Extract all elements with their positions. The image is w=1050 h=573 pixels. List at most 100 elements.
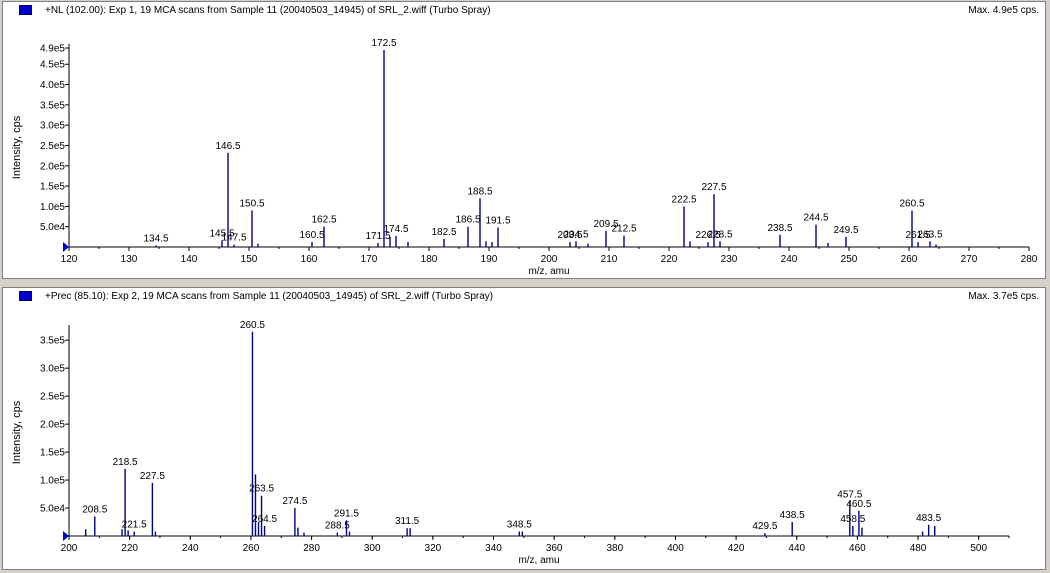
peak-label: 228.5	[707, 229, 732, 240]
peak-label: 291.5	[334, 508, 359, 519]
x-tick-label: 210	[601, 254, 618, 265]
peak-label: 227.5	[701, 182, 726, 193]
peak-label: 438.5	[780, 510, 805, 521]
x-tick-label: 260	[901, 254, 918, 265]
peak-label: 260.5	[899, 198, 924, 209]
y-tick-label: 1.0e5	[40, 202, 65, 213]
x-tick-label: 420	[728, 543, 745, 554]
x-tick-label: 130	[121, 254, 138, 265]
peak-label: 212.5	[611, 224, 636, 235]
peak-label: 182.5	[431, 227, 456, 238]
peak-label: 226.5	[695, 230, 720, 241]
spectrum-plot-1[interactable]: 120 130 140 150 160 170 180 190 200 210 220 230 240 2…	[3, 2, 1045, 278]
x-tick-label: 160	[301, 254, 318, 265]
x-tick-label: 140	[181, 254, 198, 265]
peak-label: 249.5	[833, 225, 858, 236]
x-tick-label: 400	[667, 543, 684, 554]
y-axis-label: Intensity, cps	[11, 400, 23, 464]
peak-label: 222.5	[671, 194, 696, 205]
spectrum-panel-1[interactable]: +NL (102.00): Exp 1, 19 MCA scans from S…	[2, 1, 1046, 279]
peak-label: 311.5	[395, 516, 420, 527]
spectrum-plot-2[interactable]: 200 220 240 260 280 300 320 340 360 380 400 420 440 4…	[3, 288, 1045, 569]
x-tick-label: 200	[541, 254, 558, 265]
peak-label: 457.5	[837, 489, 862, 500]
peak-label: 260.5	[240, 320, 265, 331]
peak-label: 274.5	[282, 496, 307, 507]
peak-label: 172.5	[371, 38, 396, 49]
x-tick-label: 260	[243, 543, 260, 554]
peak-label: 145.5	[209, 229, 234, 240]
x-tick-label: 230	[721, 254, 738, 265]
x-tick-label: 180	[421, 254, 438, 265]
x-tick-label: 320	[425, 543, 442, 554]
peak-label: 171.5	[365, 231, 390, 242]
peak-label: 186.5	[455, 215, 480, 226]
peak-label: 244.5	[803, 213, 828, 224]
y-tick-label: 4.0e5	[40, 80, 65, 91]
x-tick-label: 480	[910, 543, 927, 554]
x-tick-label: 340	[485, 543, 502, 554]
peak-label: 203.5	[557, 230, 582, 241]
x-tick-label: 150	[241, 254, 258, 265]
peak-label: 150.5	[239, 198, 264, 209]
max-intensity-label: Max. 3.7e5 cps.	[968, 291, 1039, 302]
x-tick-label: 280	[303, 543, 320, 554]
y-tick-label: 2.0e5	[40, 161, 65, 172]
x-tick-label: 200	[61, 543, 78, 554]
peak-label: 238.5	[767, 223, 792, 234]
y-tick-label: 4.5e5	[40, 60, 65, 71]
y-tick-label: 2.0e5	[40, 420, 65, 431]
x-tick-label: 220	[661, 254, 678, 265]
peak-label: 263.5	[917, 229, 942, 240]
peak-label: 483.5	[916, 513, 941, 524]
y-tick-label: 2.5e5	[40, 141, 65, 152]
spectrum-panel-2[interactable]: +Prec (85.10): Exp 2, 19 MCA scans from …	[2, 287, 1046, 570]
peak-label: 209.5	[593, 219, 618, 230]
x-axis-label: m/z, amu	[518, 555, 559, 566]
panel-marker-icon	[19, 291, 32, 301]
peak-label: 160.5	[299, 230, 324, 241]
x-tick-label: 250	[841, 254, 858, 265]
x-tick-label: 170	[361, 254, 378, 265]
y-tick-label: 1.0e5	[40, 476, 65, 487]
y-tick-label: 3.5e5	[40, 100, 65, 111]
panel-header: +NL (102.00): Exp 1, 19 MCA scans from S…	[3, 2, 1045, 20]
panel-header: +Prec (85.10): Exp 2, 19 MCA scans from …	[3, 288, 1045, 306]
x-tick-label: 300	[364, 543, 381, 554]
peak-label: 221.5	[122, 520, 147, 531]
peak-label: 188.5	[467, 186, 492, 197]
peak-label: 458.5	[840, 514, 865, 525]
peak-label: 174.5	[383, 224, 408, 235]
peak-label: 146.5	[215, 141, 240, 152]
peak-label: 460.5	[846, 499, 871, 510]
x-tick-label: 460	[849, 543, 866, 554]
x-tick-label: 280	[1021, 254, 1038, 265]
y-tick-label: 1.5e5	[40, 182, 65, 193]
x-axis-label: m/z, amu	[528, 266, 569, 277]
peak-label: 429.5	[752, 521, 777, 532]
x-tick-label: 440	[788, 543, 805, 554]
baseline-marker-icon	[63, 531, 69, 541]
peak-label: 348.5	[507, 520, 532, 531]
peak-label: 264.5	[252, 514, 277, 525]
x-tick-label: 360	[546, 543, 563, 554]
peak-label: 208.5	[82, 504, 107, 515]
peak-label: 261.5	[905, 230, 930, 241]
y-tick-label: 5.0e4	[40, 222, 65, 233]
max-intensity-label: Max. 4.9e5 cps.	[968, 5, 1039, 16]
peak-label: 204.5	[563, 229, 588, 240]
x-tick-label: 240	[781, 254, 798, 265]
peak-label: 288.5	[325, 521, 350, 532]
x-tick-label: 500	[970, 543, 987, 554]
peak-label: 162.5	[311, 215, 336, 226]
panel-marker-icon	[19, 5, 32, 15]
peak-label: 191.5	[485, 216, 510, 227]
y-tick-label: 3.5e5	[40, 336, 65, 347]
x-tick-label: 120	[61, 254, 78, 265]
peak-label: 227.5	[140, 471, 165, 482]
y-tick-label: 5.0e4	[40, 504, 65, 515]
y-tick-label: 3.0e5	[40, 121, 65, 132]
x-tick-label: 240	[182, 543, 199, 554]
panel-title: +Prec (85.10): Exp 2, 19 MCA scans from …	[45, 291, 494, 302]
y-tick-label: 1.5e5	[40, 448, 65, 459]
